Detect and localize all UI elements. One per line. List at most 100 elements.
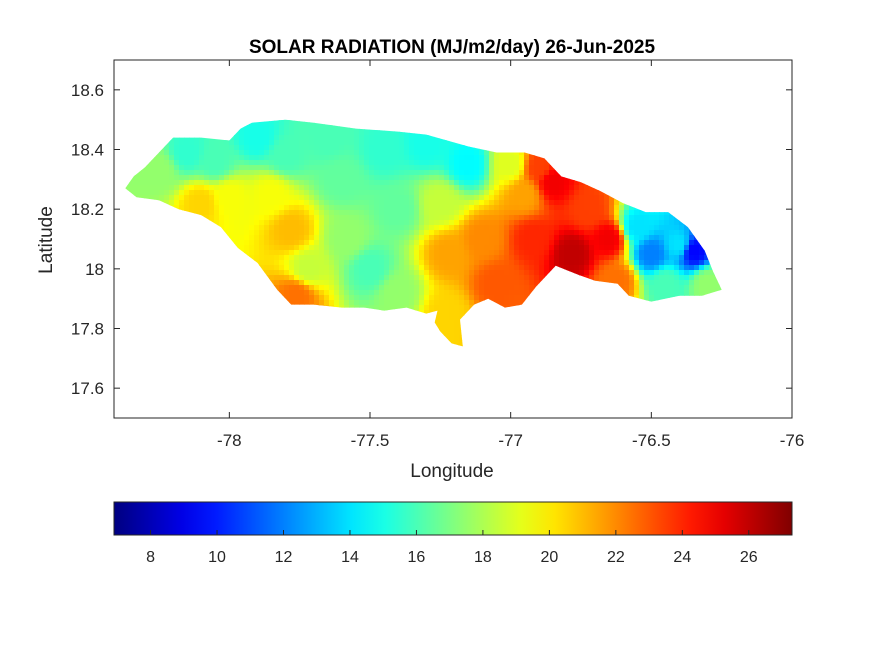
field-cell — [129, 180, 135, 186]
field-cell — [579, 230, 585, 236]
field-cell — [529, 180, 535, 186]
field-cell — [549, 230, 555, 236]
field-cell — [569, 185, 575, 191]
field-cell — [179, 185, 185, 191]
field-cell — [299, 120, 305, 126]
field-cell — [334, 145, 340, 151]
field-cell — [414, 255, 420, 261]
field-cell — [364, 185, 370, 191]
field-cell — [364, 175, 370, 181]
field-cell — [269, 205, 275, 211]
field-cell — [279, 265, 285, 271]
field-cell — [589, 255, 595, 261]
field-cell — [544, 250, 550, 256]
field-cell — [454, 300, 460, 306]
field-cell — [244, 250, 250, 256]
field-cell — [524, 195, 530, 201]
field-cell — [374, 165, 380, 171]
field-cell — [284, 265, 290, 271]
field-cell — [279, 235, 285, 241]
field-cell — [199, 160, 205, 166]
field-cell — [214, 160, 220, 166]
field-cell — [344, 255, 350, 261]
field-cell — [399, 190, 405, 196]
field-cell — [369, 220, 375, 226]
field-cell — [194, 195, 200, 201]
field-cell — [224, 195, 230, 201]
field-cell — [279, 160, 285, 166]
field-cell — [274, 270, 280, 276]
field-cell — [234, 190, 240, 196]
field-cell — [429, 290, 435, 296]
field-cell — [539, 200, 545, 206]
field-cell — [444, 210, 450, 216]
field-cell — [299, 220, 305, 226]
field-cell — [369, 135, 375, 141]
field-cell — [419, 240, 425, 246]
field-cell — [414, 205, 420, 211]
field-cell — [324, 195, 330, 201]
field-cell — [464, 145, 470, 151]
field-cell — [514, 200, 520, 206]
field-cell — [439, 170, 445, 176]
field-cell — [519, 295, 525, 301]
field-cell — [259, 195, 265, 201]
field-cell — [569, 225, 575, 231]
field-cell — [614, 215, 620, 221]
field-cell — [339, 130, 345, 136]
field-cell — [439, 190, 445, 196]
field-cell — [494, 215, 500, 221]
field-cell — [399, 170, 405, 176]
field-cell — [494, 265, 500, 271]
field-cell — [279, 125, 285, 131]
field-cell — [309, 205, 315, 211]
field-cell — [609, 220, 615, 226]
field-cell — [229, 160, 235, 166]
field-cell — [329, 135, 335, 141]
field-cell — [299, 300, 305, 306]
field-cell — [574, 255, 580, 261]
field-cell — [439, 165, 445, 171]
field-cell — [269, 185, 275, 191]
field-cell — [324, 230, 330, 236]
field-cell — [359, 260, 365, 266]
field-cell — [399, 255, 405, 261]
field-cell — [359, 255, 365, 261]
field-cell — [364, 160, 370, 166]
field-cell — [364, 210, 370, 216]
field-cell — [394, 290, 400, 296]
field-cell — [299, 215, 305, 221]
field-cell — [474, 270, 480, 276]
field-cell — [434, 230, 440, 236]
field-cell — [239, 155, 245, 161]
field-cell — [334, 170, 340, 176]
field-cell — [249, 155, 255, 161]
field-cell — [419, 210, 425, 216]
field-cell — [599, 190, 605, 196]
field-cell — [384, 190, 390, 196]
field-cell — [219, 195, 225, 201]
field-cell — [169, 155, 175, 161]
field-cell — [219, 160, 225, 166]
field-cell — [374, 295, 380, 301]
field-cell — [199, 165, 205, 171]
field-cell — [419, 195, 425, 201]
field-cell — [379, 185, 385, 191]
field-cell — [539, 275, 545, 281]
field-cell — [304, 250, 310, 256]
field-cell — [369, 155, 375, 161]
field-cell — [374, 205, 380, 211]
field-cell — [419, 255, 425, 261]
field-cell — [544, 180, 550, 186]
field-cell — [284, 135, 290, 141]
field-cell — [139, 185, 145, 191]
field-cell — [374, 175, 380, 181]
field-cell — [309, 290, 315, 296]
field-cell — [249, 200, 255, 206]
field-cell — [224, 175, 230, 181]
field-cell — [389, 175, 395, 181]
field-cell — [334, 190, 340, 196]
field-cell — [279, 220, 285, 226]
field-cell — [424, 190, 430, 196]
field-cell — [434, 205, 440, 211]
